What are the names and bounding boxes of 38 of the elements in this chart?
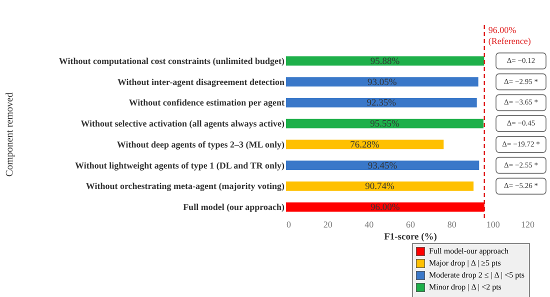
y-tick-label: Without orchestrating meta-agent (majority voting) — [86, 181, 284, 192]
ref-line-label: 96.00% (Reference) — [488, 25, 531, 46]
bar — [286, 56, 484, 66]
data-label: 93.05% — [368, 78, 397, 88]
bar — [286, 118, 484, 128]
legend-label: Moderate drop 2 ≤ | Δ | <5 pts — [429, 270, 524, 280]
data-label: 95.88% — [370, 56, 400, 67]
x-tick-label: 60 — [406, 220, 416, 230]
data-label: 90.74% — [365, 182, 394, 192]
bar — [286, 160, 480, 170]
x-tick-label: 0 — [286, 220, 292, 230]
y-tick-label: Without confidence estimation per agent — [128, 98, 284, 108]
y-tick-label: Without inter-agent disagreement detection — [117, 76, 284, 87]
y-tick-label: Without deep agents of types 2–3 (ML only) — [116, 139, 284, 150]
legend-label: Full model-our approach — [429, 246, 509, 256]
x-tick-label: 100 — [486, 220, 500, 230]
bar — [286, 181, 474, 191]
legend-label: Major drop | Δ | ≥5 pts — [429, 258, 501, 268]
y-axis-title: Component removed — [4, 92, 16, 177]
bar — [286, 98, 477, 108]
y-tick-label: Without lightweight agents of type 1 (DL and TR only) — [75, 160, 284, 170]
x-tick-label: 120 — [521, 220, 535, 230]
bar — [286, 77, 478, 87]
y-tick-label: Without selective activation (all agents always active) — [80, 118, 284, 129]
data-label: 95.55% — [370, 120, 400, 130]
data-label: 93.45% — [368, 161, 398, 172]
x-axis-title: F1-score (%) — [384, 232, 437, 242]
legend-label: Minor drop | Δ | <2 pts — [429, 282, 502, 292]
bar — [286, 202, 484, 212]
data-label: 92.35% — [366, 98, 396, 109]
x-tick-label: 80 — [447, 220, 457, 230]
y-tick-label: Without computational cost constraints (unlimited budget) — [58, 56, 284, 66]
bar — [286, 140, 444, 150]
y-tick-label: Full model (our approach) — [183, 202, 284, 212]
x-tick-label: 40 — [364, 220, 374, 230]
data-label: 96.00% — [370, 203, 400, 214]
data-label: 76.28% — [350, 140, 380, 150]
x-tick-label: 20 — [323, 220, 333, 230]
